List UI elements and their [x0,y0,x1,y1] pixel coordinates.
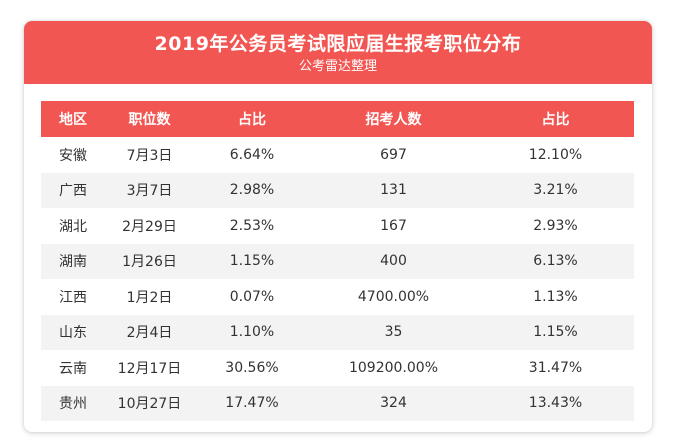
cell-recruit-share: 1.15% [477,314,634,350]
table-row: 云南 12月17日 30.56% 109200.00% 31.47% [41,350,634,386]
cell-position-share: 2.53% [194,208,310,244]
cell-region: 湖南 [41,243,105,279]
cell-region: 云南 [41,350,105,386]
cell-recruits: 109200.00% [310,350,477,386]
cell-recruits: 324 [310,385,477,421]
cell-recruits: 4700.00% [310,279,477,315]
cell-recruit-share: 2.93% [477,208,634,244]
cell-position-share: 30.56% [194,350,310,386]
page-title: 2019年公务员考试限应届生报考职位分布 [154,33,522,55]
cell-position-share: 2.98% [194,172,310,208]
cell-position-share: 1.10% [194,314,310,350]
cell-recruit-share: 13.43% [477,385,634,421]
table-row: 湖北 2月29日 2.53% 167 2.93% [41,208,634,244]
table-header-row: 地区 职位数 占比 招考人数 占比 [41,101,634,137]
cell-positions: 7月3日 [105,137,194,173]
cell-region: 广西 [41,172,105,208]
column-header-region: 地区 [41,101,105,137]
table-row: 江西 1月2日 0.07% 4700.00% 1.13% [41,279,634,315]
table-row: 山东 2月4日 1.10% 35 1.15% [41,314,634,350]
cell-region: 山东 [41,314,105,350]
cell-region: 江西 [41,279,105,315]
cell-recruits: 131 [310,172,477,208]
column-header-positions: 职位数 [105,101,194,137]
cell-positions: 1月26日 [105,243,194,279]
cell-recruit-share: 1.13% [477,279,634,315]
table-row: 安徽 7月3日 6.64% 697 12.10% [41,137,634,173]
cell-recruits: 400 [310,243,477,279]
cell-region: 安徽 [41,137,105,173]
cell-positions: 2月29日 [105,208,194,244]
cell-position-share: 6.64% [194,137,310,173]
cell-positions: 10月27日 [105,385,194,421]
cell-region: 湖北 [41,208,105,244]
table-row: 贵州 10月27日 17.47% 324 13.43% [41,385,634,421]
cell-recruits: 35 [310,314,477,350]
column-header-recruit-share: 占比 [477,101,634,137]
table-row: 湖南 1月26日 1.15% 400 6.13% [41,243,634,279]
cell-positions: 3月7日 [105,172,194,208]
cell-position-share: 17.47% [194,385,310,421]
cell-region: 贵州 [41,385,105,421]
position-distribution-table: 地区 职位数 占比 招考人数 占比 安徽 7月3日 6.64% 697 12.1… [41,101,634,421]
card-header: 2019年公务员考试限应届生报考职位分布 公考雷达整理 [24,21,652,84]
column-header-recruits: 招考人数 [310,101,477,137]
cell-positions: 12月17日 [105,350,194,386]
cell-recruit-share: 31.47% [477,350,634,386]
cell-positions: 1月2日 [105,279,194,315]
cell-positions: 2月4日 [105,314,194,350]
page-subtitle: 公考雷达整理 [298,59,377,74]
cell-recruits: 167 [310,208,477,244]
table-card: 2019年公务员考试限应届生报考职位分布 公考雷达整理 地区 职位数 占比 招考… [24,21,652,432]
cell-recruits: 697 [310,137,477,173]
cell-recruit-share: 12.10% [477,137,634,173]
cell-position-share: 1.15% [194,243,310,279]
cell-recruit-share: 3.21% [477,172,634,208]
table-row: 广西 3月7日 2.98% 131 3.21% [41,172,634,208]
cell-recruit-share: 6.13% [477,243,634,279]
column-header-position-share: 占比 [194,101,310,137]
cell-position-share: 0.07% [194,279,310,315]
